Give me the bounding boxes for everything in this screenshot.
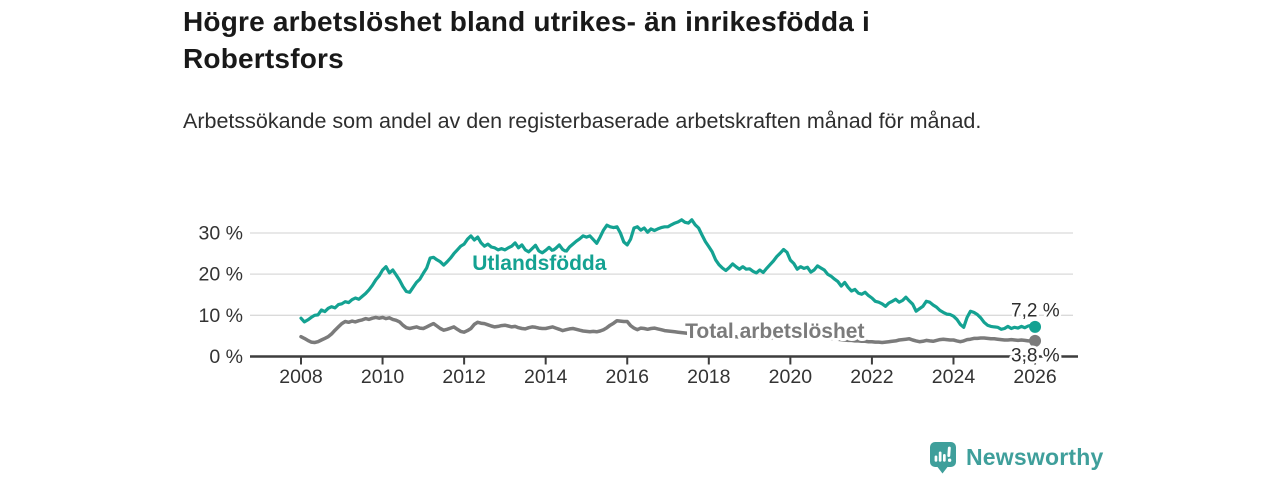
x-axis-tick-label: 2020 — [769, 366, 813, 388]
chart-title: Högre arbetslöshet bland utrikes- än inr… — [183, 6, 871, 74]
x-axis-tick-label: 2010 — [361, 366, 405, 388]
brand-name: Newsworthy — [966, 444, 1104, 470]
x-axis-tick-label: 2026 — [1013, 366, 1056, 388]
x-axis-tick-label: 2016 — [606, 366, 649, 388]
x-axis-tick-label: 2014 — [524, 366, 568, 388]
bar-chart-speech-bubble-icon — [930, 442, 956, 474]
series-inline-label: Utlandsfödda — [472, 252, 606, 275]
end-value-label: 3,8 % — [1011, 345, 1060, 366]
x-axis-tick-label: 2022 — [850, 366, 893, 388]
y-axis-tick-label: 10 % — [199, 305, 243, 327]
newsworthy-logo: Newsworthy — [930, 442, 1103, 478]
x-axis-tick-label: 2008 — [279, 366, 322, 388]
series-end-dot — [1029, 320, 1042, 333]
end-value-label: 7,2 % — [1011, 300, 1060, 321]
series-end-dot — [1029, 334, 1042, 347]
series-line — [299, 315, 1037, 345]
y-axis-tick-label: 20 % — [199, 264, 243, 286]
y-axis-tick-label: 0 % — [209, 346, 243, 368]
x-axis-tick-label: 2024 — [932, 366, 976, 388]
x-axis-tick-label: 2018 — [687, 366, 730, 388]
series-line — [299, 218, 1037, 331]
chart-subtitle: Arbetssökande som andel av den registerb… — [183, 109, 982, 133]
x-axis-tick-label: 2012 — [442, 366, 485, 388]
y-axis-tick-label: 30 % — [199, 222, 243, 244]
series-inline-label: Total arbetslöshet — [685, 320, 864, 343]
